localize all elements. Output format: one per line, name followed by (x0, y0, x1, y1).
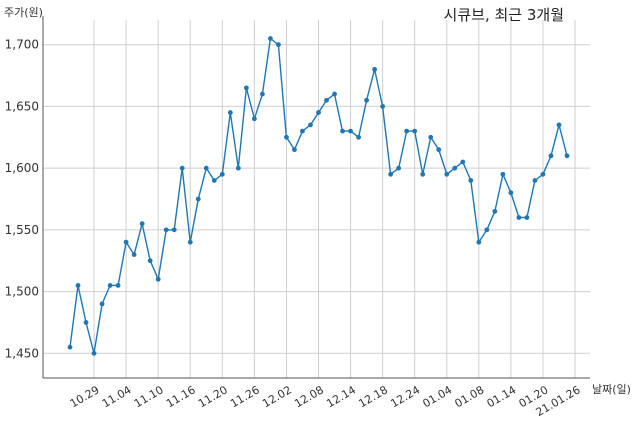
data-point (211, 178, 217, 183)
data-point (460, 159, 466, 165)
data-point (380, 104, 386, 109)
x-tick-label: 01.04 (420, 383, 454, 410)
x-tick-label: 11.26 (228, 383, 262, 410)
data-point (492, 208, 498, 214)
data-point (436, 147, 442, 153)
x-axis-label: 날짜(일) (592, 383, 631, 396)
x-tick-label: 01.08 (453, 383, 487, 410)
data-point (388, 171, 394, 177)
data-point (396, 165, 402, 171)
x-tick-label: 12.24 (388, 383, 422, 410)
x-tick-label: 12.14 (324, 383, 358, 410)
data-point (195, 196, 201, 202)
x-tick-label: 10.29 (68, 383, 102, 410)
data-point (420, 171, 426, 177)
data-point (404, 128, 410, 134)
data-point (91, 350, 97, 356)
data-point (139, 221, 145, 227)
data-point (548, 153, 554, 159)
data-point (227, 110, 233, 115)
data-point (203, 165, 209, 171)
y-tick-label: 1,650 (5, 99, 39, 113)
data-point (428, 134, 434, 140)
data-point (444, 171, 450, 177)
data-point (316, 110, 321, 115)
data-point (115, 283, 121, 288)
x-tick-label: 11.04 (100, 383, 134, 410)
x-tick-label: 12.18 (356, 383, 390, 410)
data-point (276, 42, 281, 48)
data-point (524, 215, 530, 220)
data-point (123, 239, 129, 245)
y-tick-label: 1,500 (5, 285, 39, 299)
x-tick-label: 12.08 (292, 383, 326, 410)
data-point (500, 171, 506, 177)
data-point (468, 178, 474, 183)
data-point (300, 128, 305, 134)
data-point (155, 276, 161, 282)
data-point (75, 283, 81, 288)
data-point (131, 252, 137, 257)
data-point (540, 171, 546, 177)
y-tick-label: 1,450 (5, 346, 39, 360)
data-point (235, 165, 241, 171)
data-point (259, 91, 265, 97)
data-point (324, 97, 329, 103)
data-point (243, 85, 249, 91)
data-point (348, 128, 353, 134)
y-axis-label: 주가(원) (4, 6, 43, 19)
data-point (308, 122, 313, 128)
data-point (476, 239, 482, 245)
data-point (83, 320, 89, 325)
data-point (412, 128, 418, 134)
data-point (292, 147, 297, 153)
data-point (532, 178, 538, 183)
data-point (107, 283, 113, 288)
data-point (179, 165, 185, 171)
data-point (99, 301, 105, 307)
data-point (268, 36, 273, 41)
data-point (284, 134, 289, 140)
data-point (556, 122, 562, 128)
data-point (484, 227, 490, 233)
chart-title: 시큐브, 최근 3개월 (443, 6, 564, 24)
x-tick-label: 11.16 (164, 383, 198, 410)
data-point (364, 97, 369, 103)
data-point (372, 66, 378, 72)
data-point (564, 153, 570, 159)
data-point (452, 165, 458, 171)
x-tick-label: 11.10 (132, 383, 166, 410)
y-tick-label: 1,600 (5, 161, 39, 175)
y-tick-label: 1,550 (5, 223, 39, 237)
data-point (516, 215, 522, 220)
data-point (508, 190, 514, 196)
data-point (356, 134, 361, 140)
data-point (251, 116, 257, 122)
x-tick-label: 01.14 (485, 383, 519, 410)
data-point (67, 344, 73, 350)
data-point (187, 239, 193, 245)
data-point (171, 227, 177, 233)
x-tick-label: 12.02 (260, 383, 294, 410)
data-point (332, 91, 337, 97)
data-point (340, 128, 345, 134)
data-point (147, 258, 153, 264)
data-point (219, 171, 225, 177)
data-point (163, 227, 169, 233)
y-tick-label: 1,700 (5, 38, 39, 52)
x-tick-label: 11.20 (196, 383, 230, 410)
